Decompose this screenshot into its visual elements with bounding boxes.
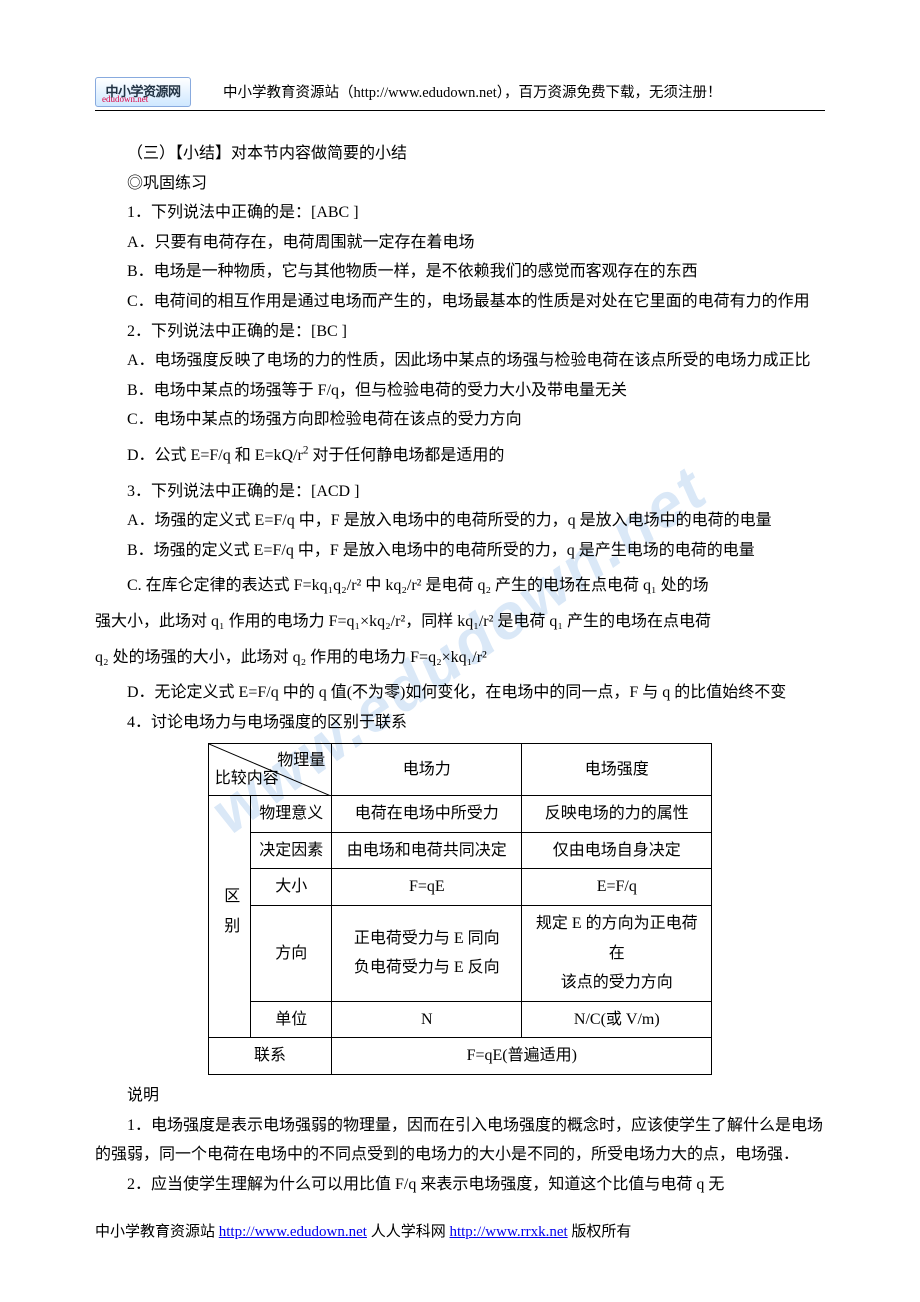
q3-d: D．无论定义式 E=F/q 中的 q 值(不为零)如何变化，在电场中的同一点，F… (95, 678, 825, 708)
footer-link-2[interactable]: http://www.rrxk.net (449, 1224, 567, 1240)
footer-t3: 版权所有 (568, 1224, 632, 1240)
col-intensity: 电场强度 (522, 744, 712, 796)
q3: 3．下列说法中正确的是：[ACD ] (95, 477, 825, 507)
diagonal-header: 物理量 比较内容 (208, 744, 332, 796)
explain-label: 说明 (95, 1081, 825, 1111)
table-row: 联系 F=qE(普遍适用) (208, 1038, 712, 1075)
q1-b: B．电场是一种物质，它与其他物质一样，是不依赖我们的感觉而客观存在的东西 (95, 257, 825, 287)
page-footer: 中小学教育资源站 http://www.edudown.net 人人学科网 ht… (95, 1219, 825, 1247)
r4-label: 方向 (251, 906, 332, 1002)
q3-b: B．场强的定义式 E=F/q 中，F 是放入电场中的电荷所受的力，q 是产生电场… (95, 536, 825, 566)
r4-c3: 规定 E 的方向为正电荷在该点的受力方向 (522, 906, 712, 1002)
table-row: 单位 N N/C(或 V/m) (208, 1001, 712, 1038)
r4-c3b: 该点的受力方向 (561, 974, 673, 991)
q3-c-2: 强大小，此场对 q₁ 作用的电场力 F=q₁×kq₂/r²，同样 kq₁/r² … (95, 607, 825, 637)
r1-c3: 反映电场的力的属性 (522, 796, 712, 833)
page-header: 中小学资源网 edudown.net 中小学教育资源站（http://www.e… (95, 77, 825, 111)
footer-t2: 人人学科网 (367, 1224, 450, 1240)
r3-c3: E=F/q (522, 869, 712, 906)
r2-label: 决定因素 (251, 832, 332, 869)
q2-a: A．电场强度反映了电场的力的性质，因此场中某点的场强与检验电荷在该点所受的电场力… (95, 346, 825, 376)
r6-label: 联系 (208, 1038, 332, 1075)
section-summary: （三）【小结】对本节内容做简要的小结 (95, 139, 825, 169)
q2: 2．下列说法中正确的是：[BC ] (95, 317, 825, 347)
comparison-table: 物理量 比较内容 电场力 电场强度 区别 物理意义 电荷在电场中所受力 反映电场… (208, 743, 713, 1075)
table-row: 决定因素 由电场和电荷共同决定 仅由电场自身决定 (208, 832, 712, 869)
q3-c-1: C. 在库仑定律的表达式 F=kq₁q₂/r² 中 kq₂/r² 是电荷 q₂ … (95, 571, 825, 601)
explain-2: 2．应当使学生理解为什么可以用比值 F/q 来表示电场强度，知道这个比值与电荷 … (95, 1170, 825, 1200)
r4-c2b: 负电荷受力与 E 反向 (354, 959, 500, 976)
table-row: 大小 F=qE E=F/q (208, 869, 712, 906)
r5-c2: N (332, 1001, 522, 1038)
q2-b: B．电场中某点的场强等于 F/q，但与检验电荷的受力大小及带电量无关 (95, 376, 825, 406)
q3-c-3: q₂ 处的场强的大小，此场对 q₂ 作用的电场力 F=q₂×kq₁/r² (95, 643, 825, 673)
r4-c2a: 正电荷受力与 E 同向 (354, 930, 500, 947)
logo-sub: edudown.net (102, 91, 148, 108)
q1-c: C．电荷间的相互作用是通过电场而产生的，电场最基本的性质是对处在它里面的电荷有力… (95, 287, 825, 317)
q2-d-pre: D．公式 E=F/q 和 E=kQ/r (127, 447, 303, 464)
practice-heading: ◎巩固练习 (95, 169, 825, 199)
r1-label: 物理意义 (251, 796, 332, 833)
r1-c2: 电荷在电场中所受力 (332, 796, 522, 833)
table-row: 区别 物理意义 电荷在电场中所受力 反映电场的力的属性 (208, 796, 712, 833)
r2-c3: 仅由电场自身决定 (522, 832, 712, 869)
table-row: 方向 正电荷受力与 E 同向负电荷受力与 E 反向 规定 E 的方向为正电荷在该… (208, 906, 712, 1002)
col-force: 电场力 (332, 744, 522, 796)
r4-c3a: 规定 E 的方向为正电荷在 (536, 915, 698, 962)
footer-link-1[interactable]: http://www.edudown.net (219, 1224, 367, 1240)
r5-label: 单位 (251, 1001, 332, 1038)
diag-bottom: 比较内容 (215, 764, 279, 794)
rowgroup-diff: 区别 (208, 796, 251, 1038)
document-body: （三）【小结】对本节内容做简要的小结 ◎巩固练习 1．下列说法中正确的是：[AB… (95, 139, 825, 1199)
r3-c2: F=qE (332, 869, 522, 906)
header-text: 中小学教育资源站（http://www.edudown.net），百万资源免费下… (203, 80, 825, 107)
r6-c: F=qE(普遍适用) (332, 1038, 712, 1075)
q2-d: D．公式 E=F/q 和 E=kQ/r2 对于任何静电场都是适用的 (95, 441, 825, 471)
q4: 4．讨论电场力与电场强度的区别于联系 (95, 708, 825, 738)
footer-t1: 中小学教育资源站 (95, 1224, 219, 1240)
r4-c2: 正电荷受力与 E 同向负电荷受力与 E 反向 (332, 906, 522, 1002)
table-row: 物理量 比较内容 电场力 电场强度 (208, 744, 712, 796)
r5-c3: N/C(或 V/m) (522, 1001, 712, 1038)
q2-d-post: 对于任何静电场都是适用的 (308, 447, 504, 464)
q1: 1．下列说法中正确的是：[ABC ] (95, 198, 825, 228)
q1-a: A．只要有电荷存在，电荷周围就一定存在着电场 (95, 228, 825, 258)
diag-top: 物理量 (277, 746, 325, 776)
logo: 中小学资源网 edudown.net (95, 77, 191, 107)
q3-a: A．场强的定义式 E=F/q 中，F 是放入电场中的电荷所受的力，q 是放入电场… (95, 506, 825, 536)
r3-label: 大小 (251, 869, 332, 906)
r2-c2: 由电场和电荷共同决定 (332, 832, 522, 869)
q2-c: C．电场中某点的场强方向即检验电荷在该点的受力方向 (95, 405, 825, 435)
explain-1: 1．电场强度是表示电场强弱的物理量，因而在引入电场强度的概念时，应该使学生了解什… (95, 1111, 825, 1170)
